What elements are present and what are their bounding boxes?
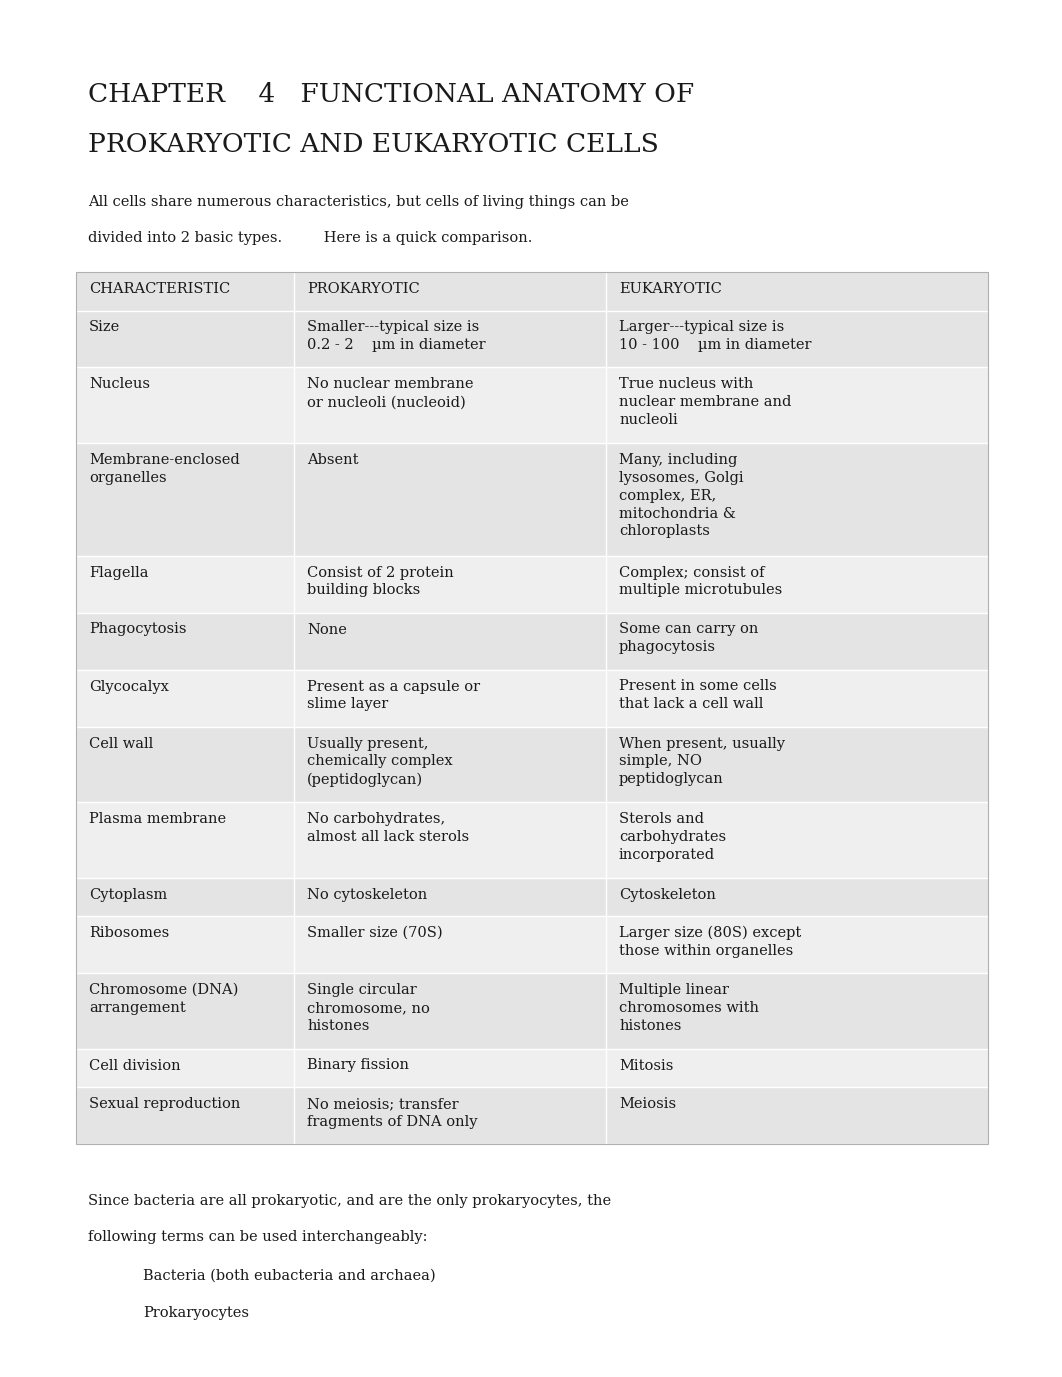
Text: Sexual reproduction: Sexual reproduction bbox=[89, 1097, 240, 1111]
Text: Consist of 2 protein
building blocks: Consist of 2 protein building blocks bbox=[307, 566, 453, 598]
Text: Sterols and
carbohydrates
incorporated: Sterols and carbohydrates incorporated bbox=[619, 812, 726, 862]
Text: divided into 2 basic types.         Here is a quick comparison.: divided into 2 basic types. Here is a qu… bbox=[88, 231, 532, 245]
Text: Cell wall: Cell wall bbox=[89, 737, 153, 750]
Text: Absent: Absent bbox=[307, 453, 359, 467]
Text: Many, including
lysosomes, Golgi
complex, ER,
mitochondria &
chloroplasts: Many, including lysosomes, Golgi complex… bbox=[619, 453, 743, 538]
Text: None: None bbox=[307, 622, 347, 636]
Text: Cytoskeleton: Cytoskeleton bbox=[619, 888, 716, 902]
Text: Binary fission: Binary fission bbox=[307, 1059, 409, 1073]
Text: following terms can be used interchangeably:: following terms can be used interchangea… bbox=[88, 1230, 428, 1243]
Text: No nuclear membrane
or nucleoli (nucleoid): No nuclear membrane or nucleoli (nucleoi… bbox=[307, 377, 474, 409]
Text: Bacteria (both eubacteria and archaea): Bacteria (both eubacteria and archaea) bbox=[143, 1270, 435, 1283]
Text: Plasma membrane: Plasma membrane bbox=[89, 812, 226, 826]
Bar bbox=[76, 669, 988, 727]
Bar bbox=[76, 877, 988, 916]
Text: Complex; consist of
multiple microtubules: Complex; consist of multiple microtubule… bbox=[619, 566, 783, 598]
Text: Prokaryocytes: Prokaryocytes bbox=[143, 1305, 249, 1321]
Text: Cell division: Cell division bbox=[89, 1059, 181, 1073]
Text: Glycocalyx: Glycocalyx bbox=[89, 679, 169, 694]
Text: Chromosome (DNA)
arrangement: Chromosome (DNA) arrangement bbox=[89, 983, 238, 1015]
Text: Since bacteria are all prokaryotic, and are the only prokaryocytes, the: Since bacteria are all prokaryotic, and … bbox=[88, 1194, 611, 1208]
Bar bbox=[76, 555, 988, 613]
Text: Larger---typical size is
10 - 100    µm in diameter: Larger---typical size is 10 - 100 µm in … bbox=[619, 321, 811, 353]
Bar bbox=[76, 443, 988, 555]
Text: Single circular
chromosome, no
histones: Single circular chromosome, no histones bbox=[307, 983, 430, 1033]
Text: All cells share numerous characteristics, but cells of living things can be: All cells share numerous characteristics… bbox=[88, 196, 629, 209]
Text: Size: Size bbox=[89, 321, 120, 335]
Text: Present in some cells
that lack a cell wall: Present in some cells that lack a cell w… bbox=[619, 679, 776, 712]
Text: Smaller size (70S): Smaller size (70S) bbox=[307, 925, 443, 940]
Text: Mitosis: Mitosis bbox=[619, 1059, 673, 1073]
Text: CHARACTERISTIC: CHARACTERISTIC bbox=[89, 282, 230, 296]
Text: No meiosis; transfer
fragments of DNA only: No meiosis; transfer fragments of DNA on… bbox=[307, 1097, 478, 1129]
Bar bbox=[76, 974, 988, 1048]
Text: Multiple linear
chromosomes with
histones: Multiple linear chromosomes with histone… bbox=[619, 983, 759, 1033]
Bar bbox=[76, 368, 988, 443]
Text: PROKARYOTIC: PROKARYOTIC bbox=[307, 282, 419, 296]
Bar bbox=[76, 273, 988, 1144]
Text: Phagocytosis: Phagocytosis bbox=[89, 622, 187, 636]
Text: Usually present,
chemically complex
(peptidoglycan): Usually present, chemically complex (pep… bbox=[307, 737, 452, 786]
Bar bbox=[76, 801, 988, 877]
Text: No carbohydrates,
almost all lack sterols: No carbohydrates, almost all lack sterol… bbox=[307, 812, 469, 844]
Text: Flagella: Flagella bbox=[89, 566, 149, 580]
Text: No cytoskeleton: No cytoskeleton bbox=[307, 888, 427, 902]
Text: Some can carry on
phagocytosis: Some can carry on phagocytosis bbox=[619, 622, 758, 654]
Bar bbox=[76, 1086, 988, 1144]
Text: Present as a capsule or
slime layer: Present as a capsule or slime layer bbox=[307, 679, 480, 712]
Bar bbox=[76, 613, 988, 669]
Text: Cytoplasm: Cytoplasm bbox=[89, 888, 167, 902]
Bar bbox=[76, 310, 988, 368]
Bar bbox=[76, 273, 988, 310]
Text: True nucleus with
nuclear membrane and
nucleoli: True nucleus with nuclear membrane and n… bbox=[619, 377, 791, 427]
Text: Smaller---typical size is
0.2 - 2    µm in diameter: Smaller---typical size is 0.2 - 2 µm in … bbox=[307, 321, 485, 353]
Text: CHAPTER    4   FUNCTIONAL ANATOMY OF: CHAPTER 4 FUNCTIONAL ANATOMY OF bbox=[88, 83, 695, 107]
Text: When present, usually
simple, NO
peptidoglycan: When present, usually simple, NO peptido… bbox=[619, 737, 785, 786]
Text: Nucleus: Nucleus bbox=[89, 377, 150, 391]
Text: Membrane-enclosed
organelles: Membrane-enclosed organelles bbox=[89, 453, 240, 485]
Bar bbox=[76, 1048, 988, 1086]
Text: Ribosomes: Ribosomes bbox=[89, 925, 169, 940]
Text: PROKARYOTIC AND EUKARYOTIC CELLS: PROKARYOTIC AND EUKARYOTIC CELLS bbox=[88, 132, 658, 157]
Text: Larger size (80S) except
those within organelles: Larger size (80S) except those within or… bbox=[619, 925, 801, 958]
Text: Meiosis: Meiosis bbox=[619, 1097, 676, 1111]
Bar bbox=[76, 916, 988, 974]
Text: EUKARYOTIC: EUKARYOTIC bbox=[619, 282, 722, 296]
Bar bbox=[76, 727, 988, 801]
